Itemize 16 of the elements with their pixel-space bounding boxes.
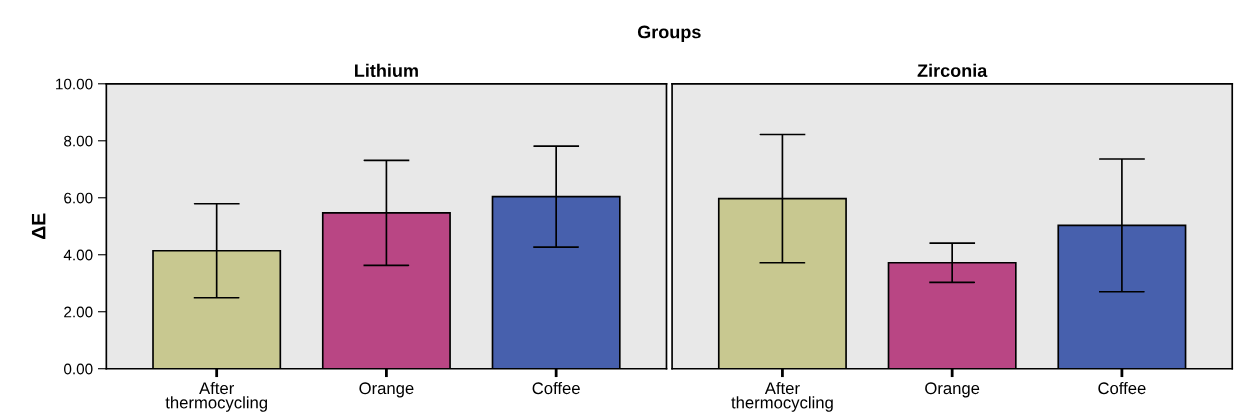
x-tick-label: After thermocycling bbox=[731, 381, 833, 412]
y-tick-label: 6.00 bbox=[64, 192, 93, 204]
y-tick-label: 2.00 bbox=[64, 306, 93, 318]
y-tick-label: 8.00 bbox=[64, 135, 93, 147]
x-tick-label: Coffee bbox=[1098, 381, 1146, 395]
x-tick-label: Orange bbox=[359, 382, 414, 398]
chart-title: Zirconia bbox=[917, 63, 988, 78]
text: Groups bbox=[637, 25, 701, 42]
x-tick-label: Coffee bbox=[532, 381, 580, 395]
y-axis-title: ΔE bbox=[31, 213, 46, 239]
y-tick-label: 0.00 bbox=[64, 363, 93, 375]
y-tick-label: 4.00 bbox=[63, 249, 93, 261]
y-tick-label: 10.00 bbox=[56, 78, 93, 90]
x-tick-label: Orange bbox=[925, 382, 980, 398]
chart-title: Lithium bbox=[355, 63, 418, 78]
x-tick-label: After thermocycling bbox=[165, 381, 267, 412]
